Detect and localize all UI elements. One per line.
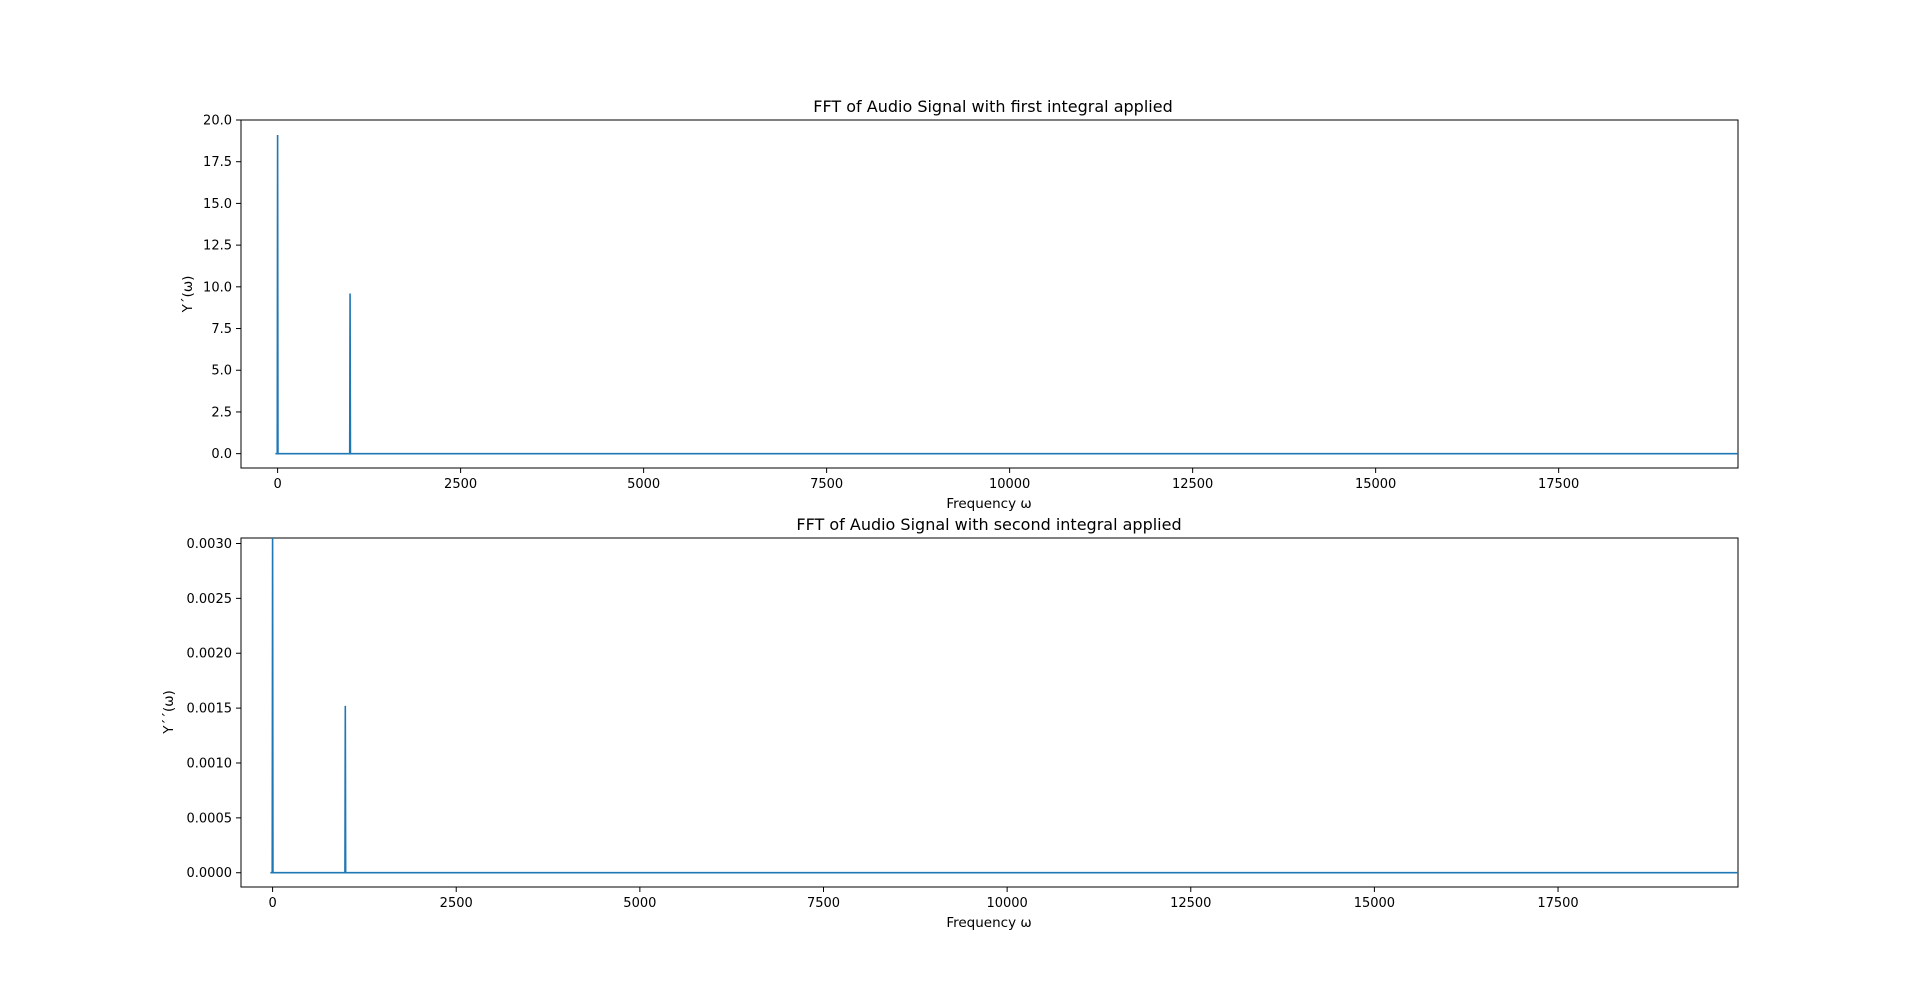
x-tick-label: 17500 — [1538, 477, 1579, 492]
plot-area-frame — [240, 119, 1739, 469]
y-tick-label: 0.0025 — [187, 592, 233, 607]
x-tick-label: 0 — [273, 477, 281, 492]
y-axis-ticks: 0.0000 0.0005 0.0010 0.0015 0.0020 0.0025 0.00… — [187, 537, 241, 881]
x-tick-label: 2500 — [444, 477, 477, 492]
x-axis-label: Frequency ω — [946, 915, 1031, 931]
y-tick-label: 17.5 — [203, 155, 232, 170]
x-tick-label: 7500 — [807, 896, 840, 911]
y-tick-label: 0.0005 — [187, 811, 233, 826]
x-tick-label: 10000 — [989, 477, 1030, 492]
y-tick-label: 7.5 — [211, 322, 232, 337]
series-line — [275, 135, 1738, 455]
y-tick-label: 0.0015 — [187, 702, 233, 717]
y-tick-label: 15.0 — [203, 197, 232, 212]
x-axis-ticks: 0 2500 5000 7500 10000 12500 15000 17500 — [268, 887, 1579, 911]
chart-title: FFT of Audio Signal with second integral… — [796, 515, 1181, 534]
x-tick-label: 10000 — [986, 896, 1027, 911]
y-axis-label: Y´´(ω) — [161, 690, 177, 735]
chart-first-integral: FFT of Audio Signal with first integral … — [180, 97, 1739, 512]
y-tick-label: 2.5 — [211, 405, 232, 420]
y-tick-label: 0.0020 — [187, 647, 233, 662]
x-tick-label: 15000 — [1355, 477, 1396, 492]
y-tick-label: 10.0 — [203, 280, 232, 295]
y-tick-label: 0.0030 — [187, 537, 233, 552]
x-tick-label: 0 — [268, 896, 276, 911]
x-tick-label: 12500 — [1172, 477, 1213, 492]
y-axis-ticks: 0.0 2.5 5.0 7.5 10.0 12.5 15.0 17.5 20.0 — [203, 114, 241, 462]
x-axis-label: Frequency ω — [946, 496, 1031, 512]
x-axis-ticks: 0 2500 5000 7500 10000 12500 15000 17500 — [273, 468, 1579, 492]
series-line — [270, 537, 1738, 874]
x-tick-label: 15000 — [1354, 896, 1395, 911]
x-tick-label: 2500 — [440, 896, 473, 911]
y-tick-label: 0.0010 — [187, 756, 233, 771]
chart-second-integral: FFT of Audio Signal with second integral… — [161, 515, 1739, 931]
plot-area-frame — [240, 537, 1739, 888]
y-tick-label: 12.5 — [203, 239, 232, 254]
y-tick-label: 20.0 — [203, 114, 232, 129]
x-tick-label: 5000 — [627, 477, 660, 492]
x-tick-label: 7500 — [810, 477, 843, 492]
y-axis-label: Y´(ω) — [180, 276, 196, 314]
x-tick-label: 17500 — [1537, 896, 1578, 911]
y-tick-label: 0.0000 — [187, 866, 233, 881]
y-tick-label: 0.0 — [211, 447, 232, 462]
y-tick-label: 5.0 — [211, 364, 232, 379]
x-tick-label: 12500 — [1170, 896, 1211, 911]
x-tick-label: 5000 — [623, 896, 656, 911]
chart-title: FFT of Audio Signal with first integral … — [813, 97, 1172, 116]
